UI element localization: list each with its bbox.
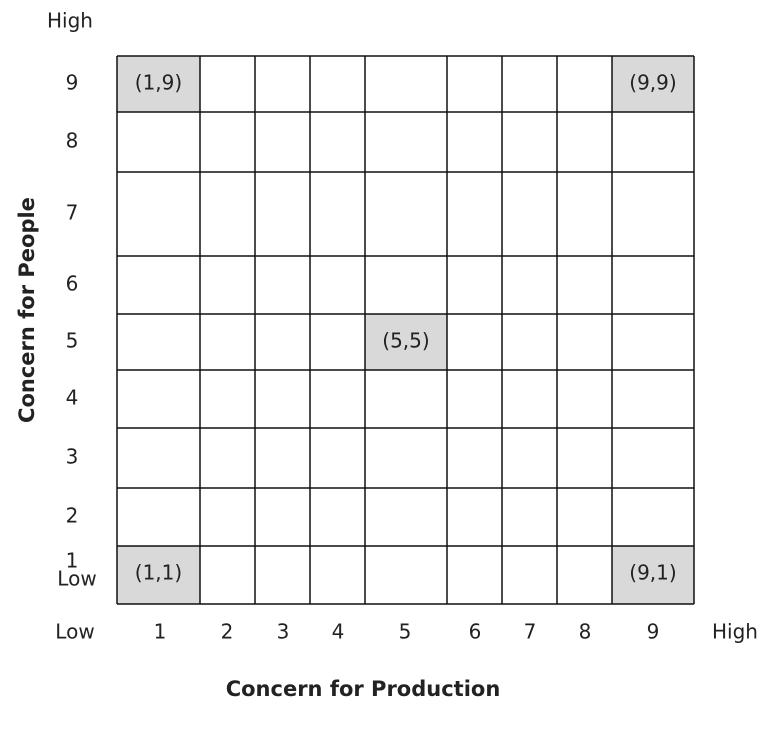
- cell-label: (5,5): [382, 329, 429, 353]
- y-tick-label: 6: [66, 272, 79, 296]
- x-high-label: High: [712, 620, 758, 644]
- x-axis-title: Concern for Production: [226, 677, 501, 701]
- x-tick-label: 1: [154, 620, 167, 644]
- cell-label: (9,1): [629, 561, 676, 585]
- y-tick-label: 1: [66, 549, 79, 573]
- x-tick-label: 6: [469, 620, 482, 644]
- x-tick-label: 4: [332, 620, 345, 644]
- y-tick-label: 9: [66, 71, 79, 95]
- cell-label: (9,9): [629, 71, 676, 95]
- y-tick-label: 2: [66, 504, 79, 528]
- managerial-grid: High Low Low High Concern for Production…: [0, 0, 765, 731]
- x-tick-label: 5: [399, 620, 412, 644]
- y-axis-title: Concern for People: [15, 197, 39, 423]
- x-tick-label: 7: [524, 620, 537, 644]
- x-tick-label: 8: [579, 620, 592, 644]
- y-tick-label: 8: [66, 129, 79, 153]
- x-tick-label: 2: [221, 620, 234, 644]
- y-tick-label: 7: [66, 201, 79, 225]
- y-high-label: High: [47, 9, 93, 33]
- x-tick-label: 9: [647, 620, 660, 644]
- y-tick-label: 3: [66, 445, 79, 469]
- x-tick-label: 3: [277, 620, 290, 644]
- y-tick-label: 4: [66, 386, 79, 410]
- cell-label: (1,1): [135, 561, 182, 585]
- y-tick-label: 5: [66, 329, 79, 353]
- cell-label: (1,9): [135, 71, 182, 95]
- x-low-label: Low: [55, 620, 94, 644]
